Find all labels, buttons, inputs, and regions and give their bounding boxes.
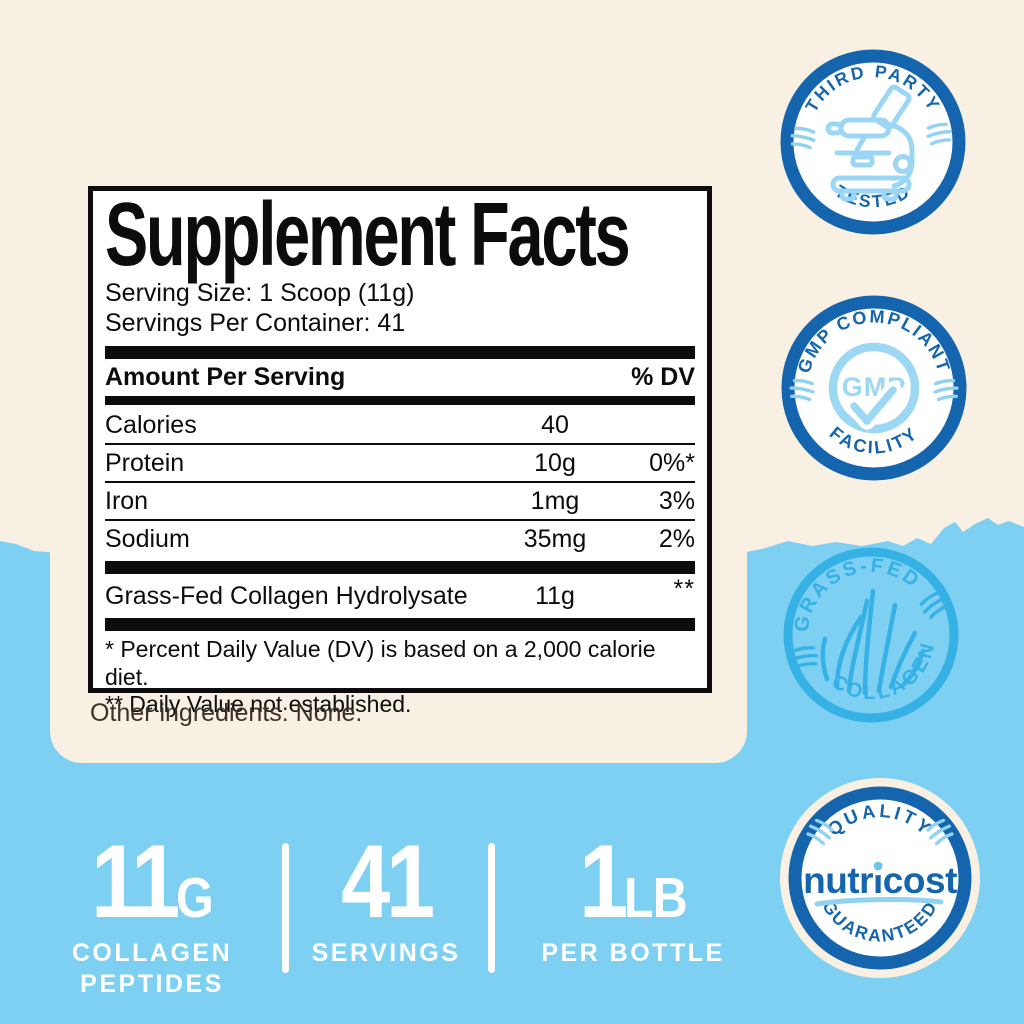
amount-per-serving-label: Amount Per Serving	[105, 363, 346, 391]
stat-unit: LB	[624, 866, 688, 930]
gmp-compliant-badge: GMP COMPLIANT FACILITY GMP	[781, 295, 967, 481]
nutrient-amount: 11g	[535, 581, 575, 610]
stat-value: 1	[579, 824, 628, 940]
nutrient-name: Grass-Fed Collagen Hydrolysate	[105, 581, 468, 610]
stat-label: COLLAGEN PEPTIDES	[71, 939, 233, 998]
footnote-not-established: ** Daily Value not established.	[105, 691, 412, 717]
badge-ring	[780, 49, 966, 235]
divider-bar-thick	[105, 618, 695, 631]
other-ingredients: Other ingredients: None.	[90, 699, 363, 727]
nutrient-dv: 3%	[658, 486, 695, 515]
speed-lines-icon	[919, 591, 948, 619]
divider-bar-thick	[105, 346, 695, 359]
speed-lines-icon	[789, 378, 815, 402]
panel-title: Supplement Facts	[105, 185, 631, 285]
stat-value-row: 41	[293, 830, 480, 934]
footnotes: * Percent Daily Value (DV) is based on a…	[105, 636, 695, 719]
nutrient-dv: 2%	[658, 524, 695, 553]
serving-size: Serving Size: 1 Scoop (11g)	[105, 279, 415, 307]
stat-value: 41	[341, 824, 435, 940]
divider-bar-thick	[105, 561, 695, 574]
nutrient-name: Calories	[105, 410, 197, 439]
stat-unit: G	[176, 866, 214, 930]
footnote-dv: * Percent Daily Value (DV) is based on a…	[105, 636, 656, 690]
percent-dv-label: % DV	[631, 363, 695, 391]
stat-per-bottle: 1LB PER BOTTLE	[523, 830, 743, 969]
nutrient-row-collagen: Grass-Fed Collagen Hydrolysate 11g **	[105, 574, 695, 614]
servings-per-container: Servings Per Container: 41	[105, 308, 406, 337]
grass-fed-collagen-badge: GRASS-FED COLLAGEN	[774, 535, 959, 723]
badge-ring	[788, 786, 972, 970]
supplement-facts-panel: Supplement Facts Serving Size: 1 Scoop (…	[88, 185, 712, 717]
stat-label: PER BOTTLE	[541, 939, 725, 967]
nutrient-name: Iron	[105, 486, 149, 515]
nutrient-amount: 40	[541, 410, 569, 439]
nutrient-amount: 35mg	[523, 524, 587, 553]
speed-lines-icon	[926, 818, 954, 846]
stat-value: 11	[91, 824, 180, 940]
nutrient-row-calories: Calories 40	[105, 407, 695, 445]
nutrient-row-sodium: Sodium 35mg 2%	[105, 521, 695, 557]
stat-divider	[282, 843, 289, 973]
column-header-row: Amount Per Serving % DV	[105, 359, 695, 395]
speed-lines-icon	[933, 378, 959, 402]
third-party-tested-badge: THIRD PARTY TESTED	[780, 49, 966, 235]
microscope-icon	[825, 84, 915, 202]
nutrient-name: Protein	[105, 448, 185, 477]
nutrient-row-protein: Protein 10g 0%*	[105, 445, 695, 483]
i-dot-icon	[873, 861, 883, 871]
grass-icon	[820, 588, 926, 696]
speed-lines-icon	[792, 646, 819, 669]
nutricost-quality-badge: QUALITY GUARANTEED nutricost	[780, 778, 980, 978]
stat-servings: 41 SERVINGS	[276, 830, 496, 969]
stat-collagen-peptides: 11G COLLAGEN PEPTIDES	[42, 830, 262, 999]
badge-ring	[781, 295, 967, 481]
nutrient-name: Sodium	[105, 524, 190, 553]
speed-lines-icon	[790, 126, 816, 150]
swoosh-underline-icon	[814, 897, 944, 907]
divider-bar-medium	[105, 396, 695, 405]
nutrient-amount: 1mg	[530, 486, 580, 515]
stat-divider	[488, 843, 495, 973]
badge-ring	[783, 547, 959, 723]
checkmark-icon	[850, 386, 897, 425]
nutrient-amount: 10g	[534, 448, 576, 477]
nutrient-dv: 0%*	[649, 448, 695, 477]
gmp-inner-ring	[828, 342, 920, 434]
speed-lines-icon	[806, 818, 834, 846]
stat-value-row: 1LB	[540, 830, 727, 934]
stat-value-row: 11G	[59, 830, 246, 934]
nutrient-row-iron: Iron 1mg 3%	[105, 483, 695, 521]
speed-lines-icon	[926, 122, 952, 146]
nutrient-dv: **	[673, 574, 695, 603]
stat-label: SERVINGS	[311, 939, 461, 967]
